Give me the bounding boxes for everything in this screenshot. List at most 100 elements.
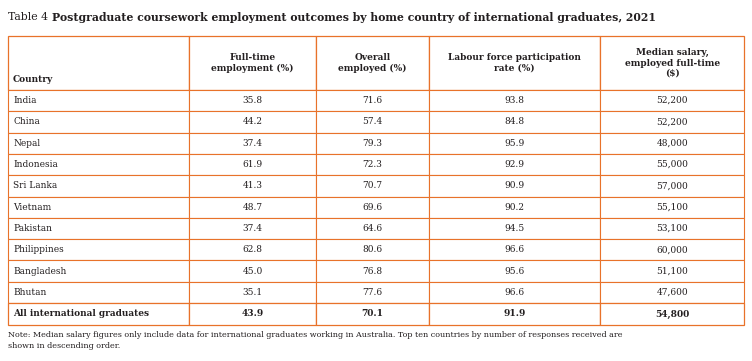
Bar [189, 196, 317, 218]
Bar [189, 154, 317, 175]
Text: 47,600: 47,600 [656, 288, 688, 297]
Bar [8, 239, 189, 260]
Bar [8, 154, 189, 175]
Text: 94.5: 94.5 [505, 224, 525, 233]
Text: 60,000: 60,000 [656, 245, 688, 254]
Bar [8, 303, 189, 325]
Bar [8, 111, 189, 132]
Bar [317, 175, 429, 196]
Bar [600, 132, 744, 154]
Bar [600, 36, 744, 90]
Text: Full-time
employment (%): Full-time employment (%) [211, 53, 294, 73]
Bar [429, 90, 600, 111]
Bar [429, 303, 600, 325]
Bar [189, 260, 317, 282]
Bar [189, 218, 317, 239]
Text: 35.1: 35.1 [243, 288, 262, 297]
Bar [429, 111, 600, 132]
Text: Pakistan: Pakistan [13, 224, 52, 233]
Text: 72.3: 72.3 [362, 160, 383, 169]
Bar [8, 260, 189, 282]
Bar [189, 239, 317, 260]
Text: 52,200: 52,200 [656, 117, 688, 126]
Bar [317, 282, 429, 303]
Text: 62.8: 62.8 [243, 245, 262, 254]
Text: 48,000: 48,000 [656, 139, 688, 148]
Text: Note: Median salary figures only include data for international graduates workin: Note: Median salary figures only include… [8, 331, 623, 339]
Bar [429, 218, 600, 239]
Bar [8, 282, 189, 303]
Text: 35.8: 35.8 [243, 96, 262, 105]
Text: 55,000: 55,000 [656, 160, 688, 169]
Text: Median salary,
employed full-time
($): Median salary, employed full-time ($) [624, 48, 720, 78]
Bar [600, 154, 744, 175]
Bar [8, 175, 189, 196]
Text: 44.2: 44.2 [243, 117, 262, 126]
Text: 84.8: 84.8 [505, 117, 525, 126]
Bar [429, 154, 600, 175]
Text: Labour force participation
rate (%): Labour force participation rate (%) [448, 53, 581, 73]
Bar [429, 282, 600, 303]
Bar [317, 36, 429, 90]
Text: Sri Lanka: Sri Lanka [13, 181, 57, 190]
Bar [8, 218, 189, 239]
Text: 76.8: 76.8 [362, 266, 383, 275]
Text: 54,800: 54,800 [655, 309, 689, 318]
Text: 53,100: 53,100 [656, 224, 688, 233]
Text: 77.6: 77.6 [362, 288, 383, 297]
Text: 41.3: 41.3 [243, 181, 262, 190]
Bar [8, 132, 189, 154]
Text: 95.6: 95.6 [505, 266, 525, 275]
Bar [600, 218, 744, 239]
Bar [600, 303, 744, 325]
Text: 90.9: 90.9 [505, 181, 525, 190]
Text: 55,100: 55,100 [656, 203, 688, 212]
Text: 45.0: 45.0 [243, 266, 262, 275]
Text: Bangladesh: Bangladesh [13, 266, 66, 275]
Text: Vietnam: Vietnam [13, 203, 51, 212]
Text: 91.9: 91.9 [503, 309, 526, 318]
Text: 90.2: 90.2 [505, 203, 524, 212]
Bar [429, 175, 600, 196]
Bar [429, 239, 600, 260]
Text: Bhutan: Bhutan [13, 288, 47, 297]
Bar [317, 90, 429, 111]
Text: 57,000: 57,000 [656, 181, 688, 190]
Bar [189, 303, 317, 325]
Bar [189, 132, 317, 154]
Bar [189, 282, 317, 303]
Bar [600, 111, 744, 132]
Text: 92.9: 92.9 [505, 160, 524, 169]
Bar [600, 90, 744, 111]
Bar [317, 196, 429, 218]
Text: 96.6: 96.6 [505, 245, 525, 254]
Bar [600, 175, 744, 196]
Bar [8, 36, 189, 90]
Bar [429, 260, 600, 282]
Text: Overall
employed (%): Overall employed (%) [338, 53, 407, 73]
Text: 69.6: 69.6 [362, 203, 383, 212]
Text: 43.9: 43.9 [241, 309, 264, 318]
Text: 51,100: 51,100 [656, 266, 688, 275]
Bar [8, 196, 189, 218]
Text: 48.7: 48.7 [243, 203, 262, 212]
Text: 79.3: 79.3 [362, 139, 383, 148]
Text: shown in descending order.: shown in descending order. [8, 342, 120, 350]
Text: 61.9: 61.9 [243, 160, 262, 169]
Bar [317, 260, 429, 282]
Bar [600, 260, 744, 282]
Bar [429, 196, 600, 218]
Bar [429, 132, 600, 154]
Text: Postgraduate coursework employment outcomes by home country of international gra: Postgraduate coursework employment outco… [51, 12, 656, 23]
Bar [600, 282, 744, 303]
Bar [189, 36, 317, 90]
Bar [317, 239, 429, 260]
Text: 52,200: 52,200 [656, 96, 688, 105]
Text: 96.6: 96.6 [505, 288, 525, 297]
Bar [317, 303, 429, 325]
Text: 57.4: 57.4 [362, 117, 383, 126]
Text: 64.6: 64.6 [362, 224, 383, 233]
Text: China: China [13, 117, 40, 126]
Text: 70.7: 70.7 [362, 181, 383, 190]
Bar [317, 218, 429, 239]
